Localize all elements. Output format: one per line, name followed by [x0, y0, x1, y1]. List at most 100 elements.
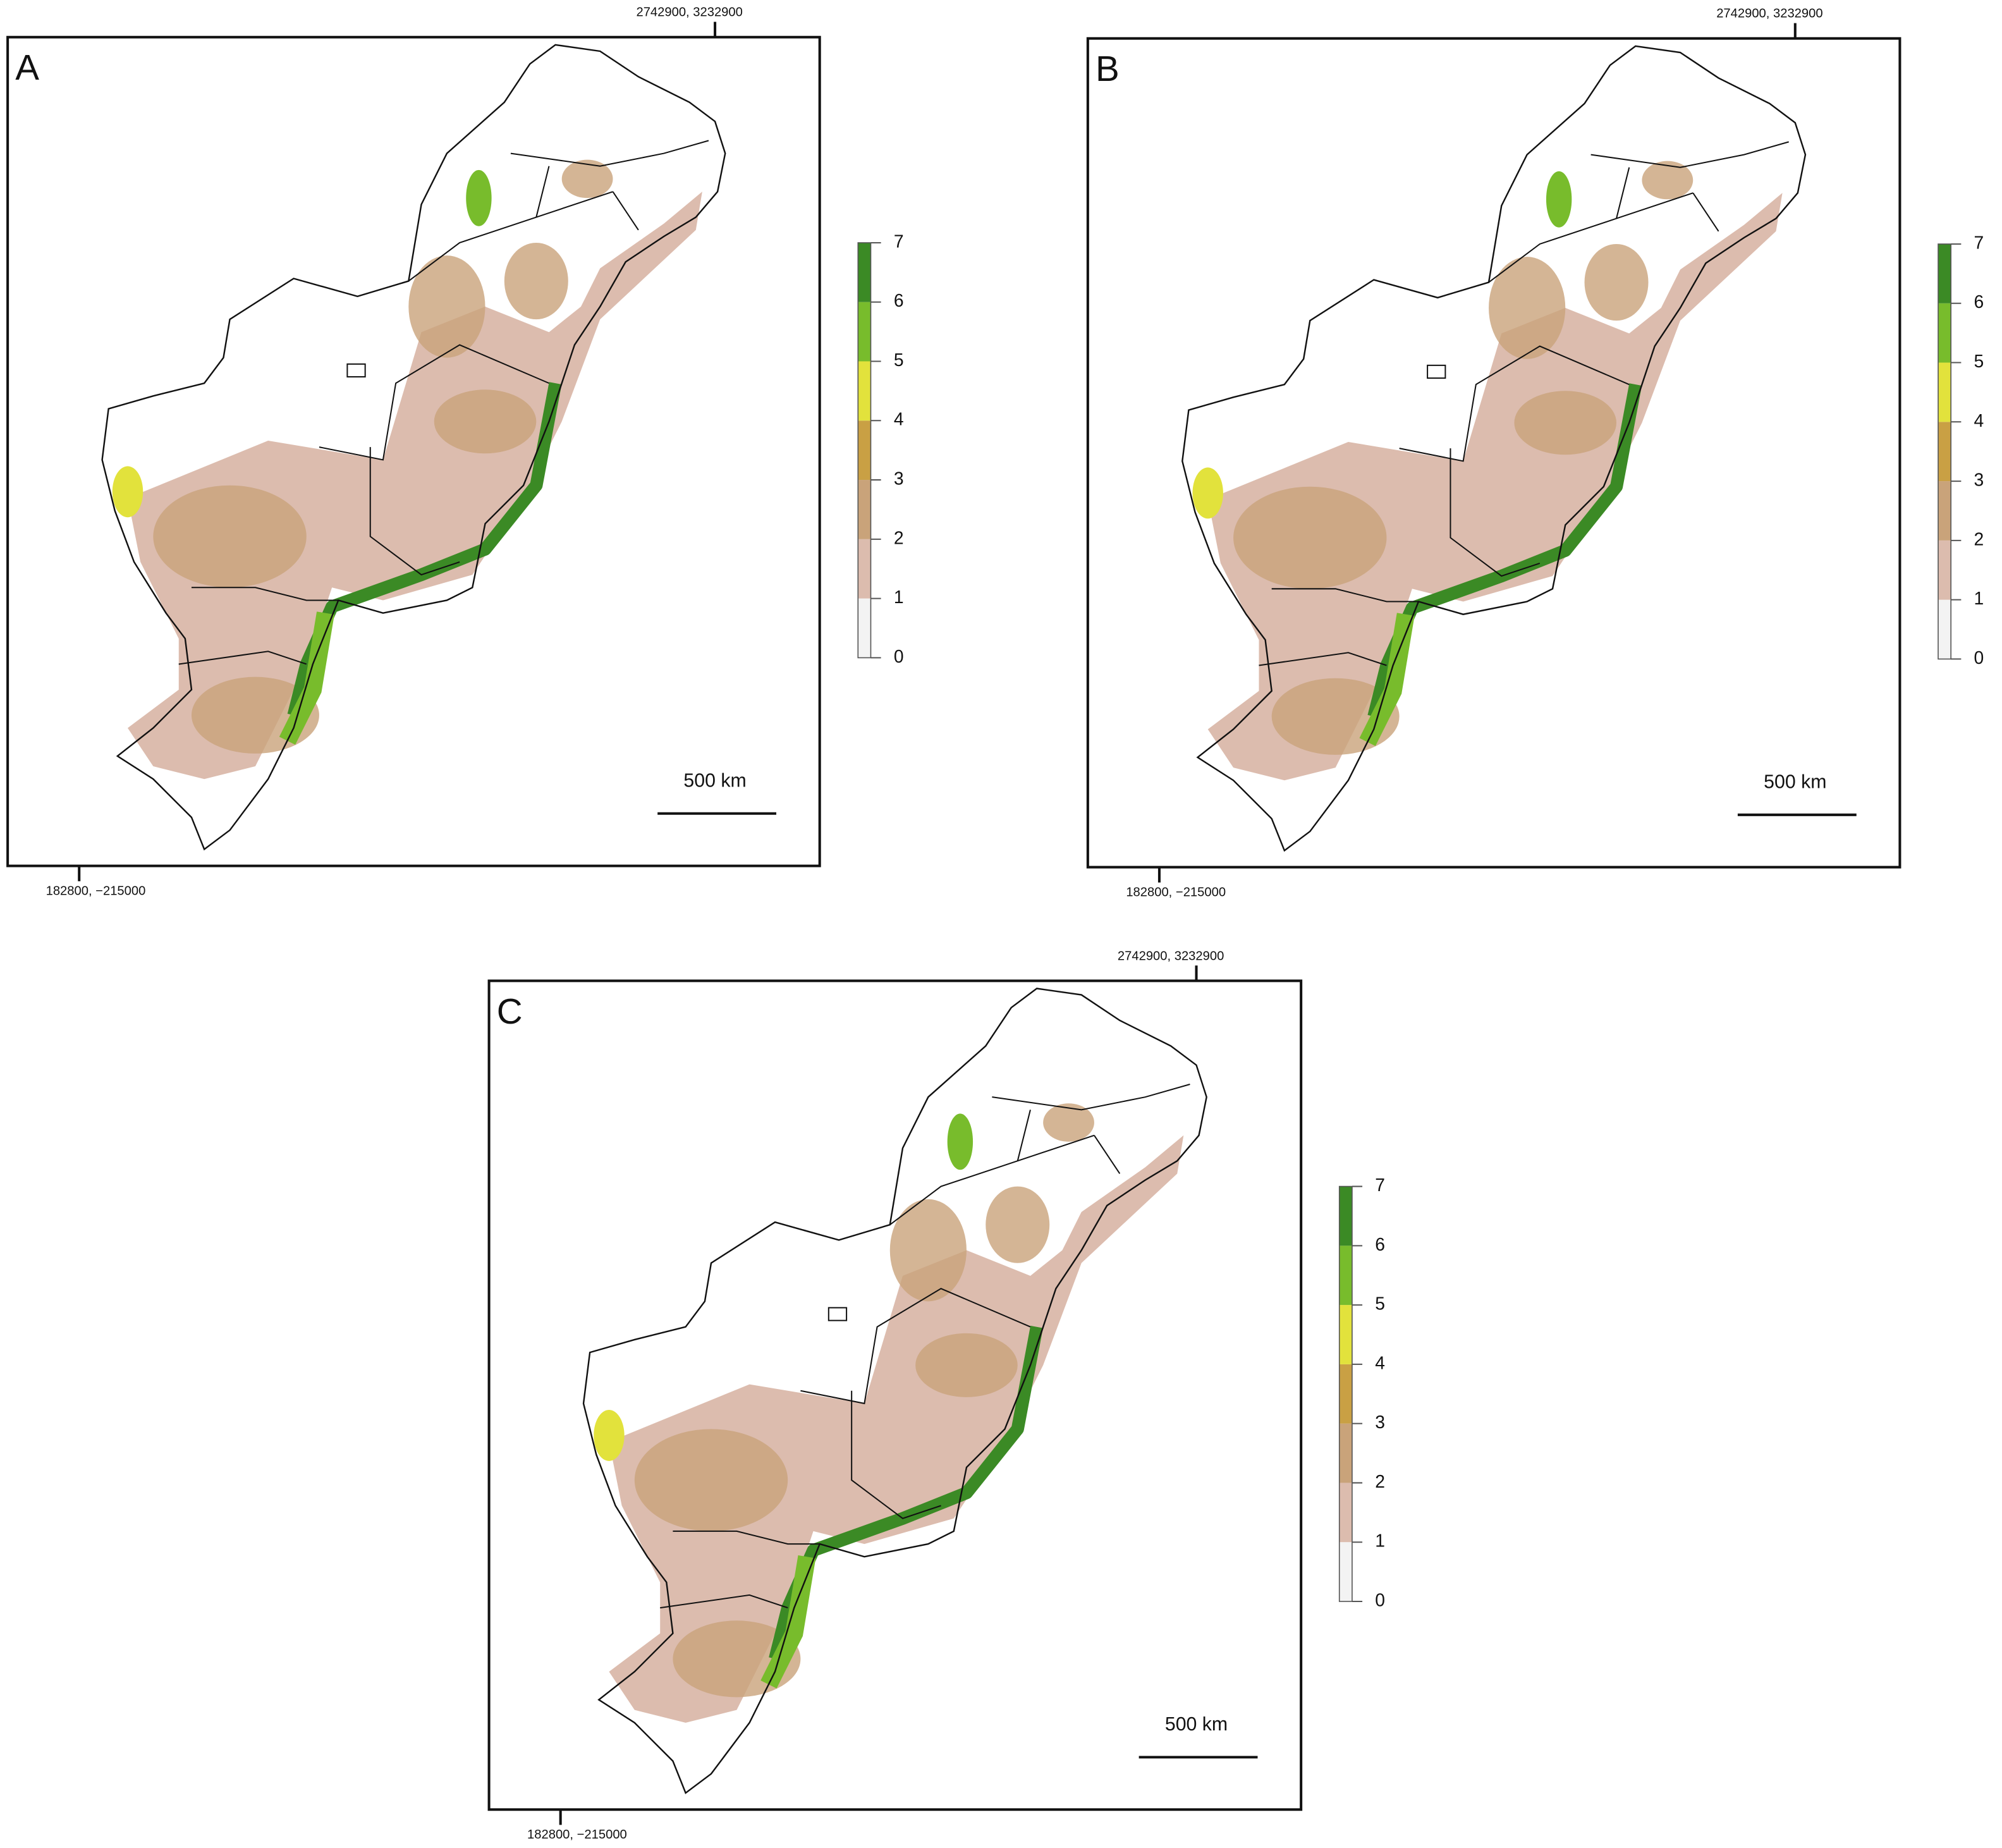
- corner-coordinate: 182800, −215000: [527, 1828, 627, 1842]
- legend-tick-label: 4: [894, 409, 904, 429]
- state-border: [346, 363, 366, 378]
- legend-band: [1938, 599, 1951, 659]
- legend-tick-label: 4: [1974, 410, 1984, 431]
- legend-tick-label: 0: [1974, 647, 1984, 668]
- legend-tick-label: 5: [1375, 1294, 1385, 1314]
- legend-tick-label: 7: [1375, 1175, 1385, 1195]
- state-border: [535, 166, 550, 217]
- suitability-patch: [1584, 243, 1649, 321]
- suitability-patch: [1043, 1103, 1094, 1142]
- legend-tick-label: 1: [1974, 588, 1984, 608]
- state-border: [851, 1390, 941, 1519]
- corner-coordinate: 182800, −215000: [1126, 885, 1226, 899]
- legend-band: [858, 361, 871, 421]
- legend-tick-label: 2: [1974, 529, 1984, 549]
- legend-tick-label: 3: [894, 468, 904, 489]
- legend-band: [858, 302, 871, 362]
- state-border: [1692, 192, 1719, 232]
- legend-tick-label: 0: [1375, 1589, 1385, 1610]
- suitability-coast-edge: [760, 1555, 816, 1689]
- legend-tick-label: 3: [1974, 470, 1984, 490]
- suitability-patch: [153, 485, 307, 588]
- legend-band: [1938, 362, 1951, 422]
- legend-band: [1339, 1483, 1352, 1543]
- legend-tick-label: 1: [1375, 1531, 1385, 1551]
- suitability-patch: [594, 1410, 625, 1461]
- corner-coordinate: 2742900, 3232900: [636, 6, 742, 20]
- legend-band: [1938, 243, 1951, 303]
- legend-tick-label: 5: [1974, 351, 1984, 371]
- state-border: [660, 1594, 788, 1609]
- legend-band: [1339, 1542, 1352, 1601]
- legend-frame: [1338, 1185, 1353, 1602]
- state-border: [510, 140, 709, 167]
- legend-tick-label: 0: [894, 646, 904, 666]
- legend-frame: [857, 242, 872, 659]
- region-outline-line: [1181, 45, 1807, 852]
- suitability-area: [127, 192, 702, 780]
- state-border: [1450, 448, 1541, 577]
- suitability-area: [609, 1135, 1184, 1723]
- legend-tick-label: 6: [1375, 1234, 1385, 1254]
- state-border: [178, 651, 307, 665]
- suitability-patch: [1546, 171, 1572, 228]
- legend-band: [1339, 1245, 1352, 1306]
- legend-band: [858, 242, 871, 302]
- legend-tick-label: 5: [894, 350, 904, 370]
- suitability-patch: [1192, 467, 1223, 519]
- suitability-patch: [466, 169, 492, 226]
- suitability-patch: [1233, 486, 1387, 589]
- suitability-patch: [1489, 257, 1566, 359]
- legend-tick-label: 2: [894, 527, 904, 548]
- legend-band: [858, 420, 871, 480]
- suitability-patch: [561, 159, 613, 199]
- legend-band: [1938, 422, 1951, 482]
- suitability-patch: [112, 466, 143, 518]
- suitability-patch: [889, 1199, 967, 1302]
- state-border: [1590, 141, 1789, 168]
- legend-band: [1339, 1305, 1352, 1364]
- suitability-patch: [915, 1333, 1018, 1397]
- state-border: [992, 1084, 1190, 1111]
- legend-tick-label: 3: [1375, 1412, 1385, 1432]
- legend-band: [1339, 1423, 1352, 1483]
- suitability-patch: [1514, 391, 1617, 455]
- scale-bar-label: 500 km: [683, 770, 746, 791]
- legend-tick-label: 1: [894, 587, 904, 607]
- legend-frame: [1938, 243, 1952, 660]
- legend-band: [858, 598, 871, 658]
- panel-label: B: [1096, 49, 1120, 89]
- legend-band: [1339, 1364, 1352, 1424]
- suitability-coast-edge: [1359, 613, 1415, 747]
- legend-tick-label: 4: [1375, 1352, 1385, 1373]
- legend-band: [1938, 540, 1951, 600]
- suitability-patch: [434, 389, 537, 454]
- state-border: [1271, 588, 1419, 603]
- corner-coordinate: 182800, −215000: [46, 884, 146, 898]
- suitability-patch: [504, 242, 568, 320]
- panel-label: A: [15, 47, 39, 87]
- state-border: [1488, 192, 1694, 283]
- state-border: [1427, 364, 1446, 379]
- legend-band: [858, 539, 871, 599]
- state-border: [800, 1288, 1031, 1405]
- corner-coordinate: 2742900, 3232900: [1716, 7, 1822, 21]
- suitability-area: [1207, 193, 1783, 781]
- state-border: [889, 1134, 1095, 1225]
- state-border: [1616, 167, 1630, 219]
- legend-band: [858, 480, 871, 539]
- state-border: [673, 1530, 820, 1545]
- suitability-coast-edge: [279, 611, 334, 745]
- state-border: [408, 191, 613, 282]
- map-panel: A 2742900, 3232900 182800, −215000 500 km 0 1…: [6, 6, 904, 898]
- scale-bar-label: 500 km: [1165, 1714, 1228, 1735]
- state-border: [369, 447, 460, 576]
- legend-tick-label: 7: [894, 231, 904, 251]
- legend-band: [1938, 481, 1951, 541]
- legend-tick-label: 7: [1974, 232, 1984, 252]
- state-border: [191, 587, 339, 601]
- panel-label: C: [497, 991, 523, 1031]
- region-outline-line: [582, 988, 1207, 1794]
- suitability-patch: [1642, 161, 1694, 200]
